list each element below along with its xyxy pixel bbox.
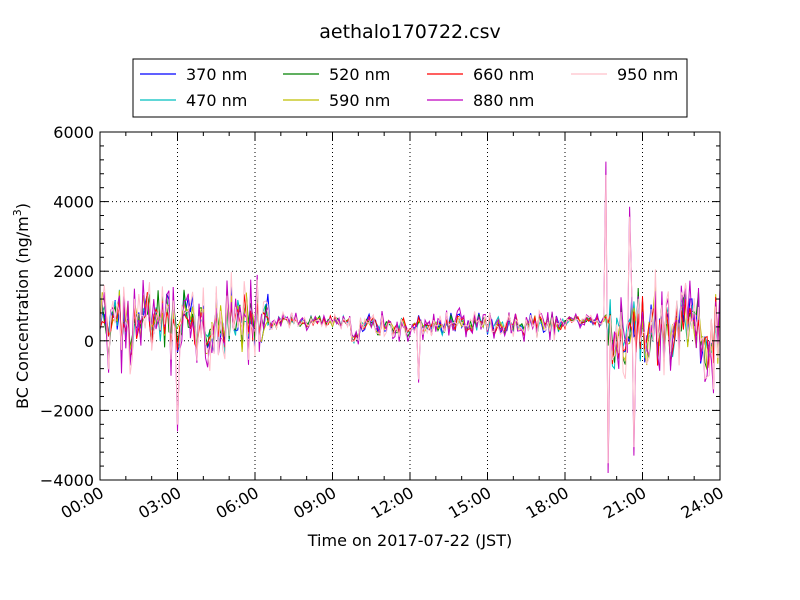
legend-box xyxy=(132,58,688,118)
series-lines xyxy=(100,161,720,474)
legend-label: 470 nm xyxy=(186,91,247,110)
y-axis-label: BC Concentration (ng/m3) xyxy=(11,203,32,409)
x-axis-label: Time on 2017-07-22 (JST) xyxy=(307,531,512,550)
legend-label: 660 nm xyxy=(473,65,534,84)
chart-title: aethalo170722.csv xyxy=(319,21,501,43)
legend-label: 370 nm xyxy=(186,65,247,84)
grid-lines xyxy=(100,132,720,480)
y-tick-labels: −4000 −2000 0 2000 4000 6000 xyxy=(40,123,94,490)
series-line-880-nm xyxy=(100,161,720,474)
y-tick-label: 6000 xyxy=(53,123,94,142)
series-line-950-nm xyxy=(100,174,720,464)
y-tick-label: 4000 xyxy=(53,193,94,212)
legend-label: 520 nm xyxy=(329,65,390,84)
legend-label: 880 nm xyxy=(473,91,534,110)
legend-label: 950 nm xyxy=(617,65,678,84)
y-tick-label: −2000 xyxy=(40,401,94,420)
legend: 370 nm 470 nm 520 nm 590 nm 660 nm 880 nm 950 … xyxy=(132,58,688,118)
y-tick-label: 2000 xyxy=(53,262,94,281)
y-tick-label: −4000 xyxy=(40,471,94,490)
y-tick-label: 0 xyxy=(84,332,94,351)
axis-ticks xyxy=(99,131,721,481)
legend-label: 590 nm xyxy=(329,91,390,110)
